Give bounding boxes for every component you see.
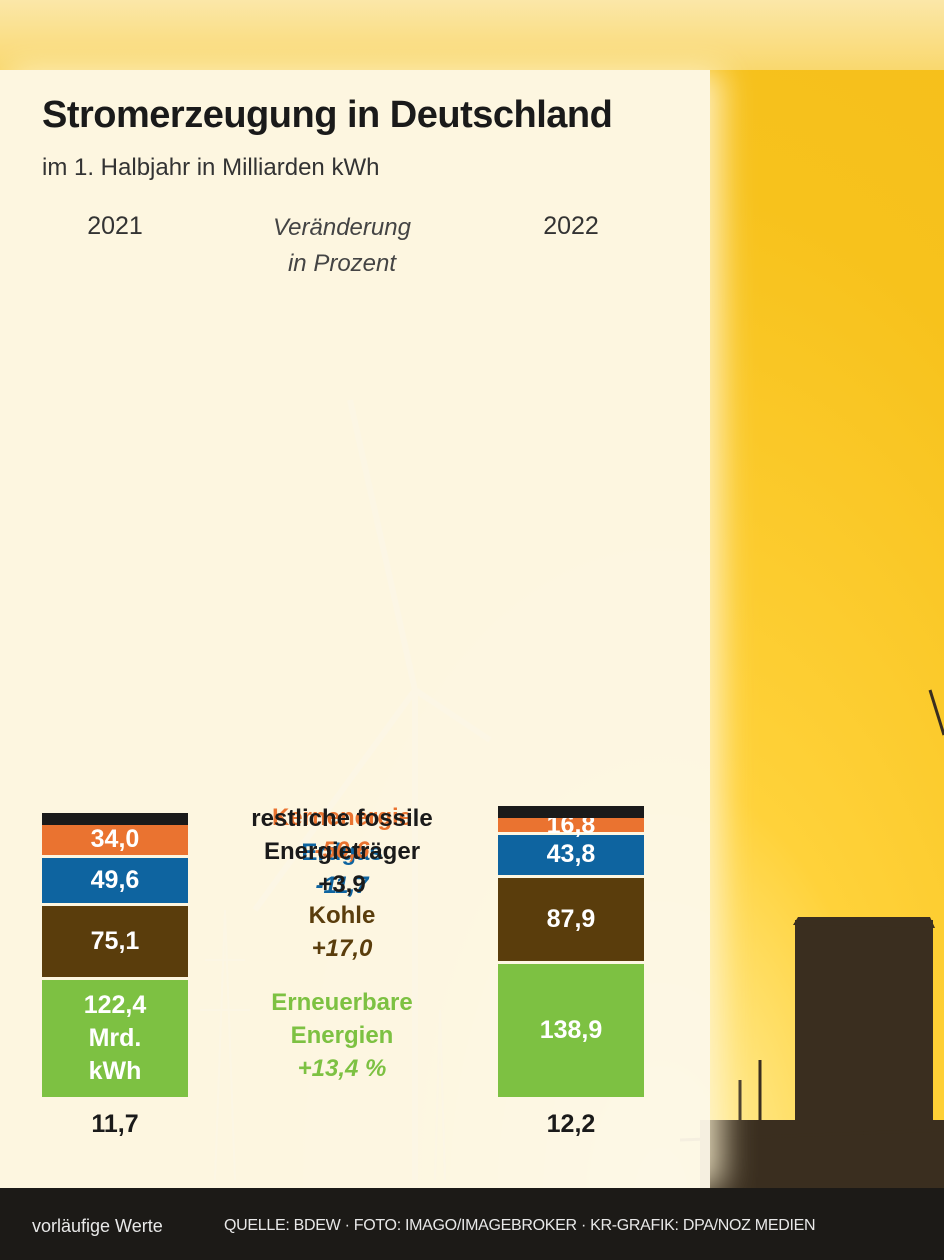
bar-segment-erneuerbare-2021: 122,4 Mrd. kWh <box>42 980 188 1097</box>
bar-segment-erneuerbare-2022: 138,9 <box>498 963 644 1097</box>
bar-segment-fossile-2022 <box>498 806 644 819</box>
bar-value-label-fossile-2022: 12,2 <box>546 1110 596 1138</box>
bar-value-label: 75,1 <box>90 927 140 956</box>
bar-value-label-fossile-2021: 11,7 <box>91 1110 139 1138</box>
footer-note: vorläufige Werte <box>32 1216 163 1236</box>
category-name: Erdgas <box>301 839 383 866</box>
category-label-erneuerbare: Erneuerbare Energien +13,4 % <box>182 986 502 1085</box>
category-change: -50,6 <box>314 837 370 864</box>
change-header-line-2: in Prozent <box>287 250 397 277</box>
category-name: Kohle <box>308 902 376 929</box>
bar-value-label: 49,6 <box>90 866 140 895</box>
category-label-kernenergie: Kernenergie -50,6 <box>182 801 502 867</box>
category-label-erdgas: Erdgas -11,7 <box>182 836 502 902</box>
category-name: Energien <box>290 1022 394 1049</box>
bar-segment-kernenergie-2022: 16,8 <box>498 811 644 839</box>
bar-value-label: 87,9 <box>546 904 596 933</box>
bar-segment-kernenergie-2021: 34,0 <box>42 824 188 855</box>
change-header-line-1: Veränderung <box>273 214 411 241</box>
bar-value-label: 122,4 Mrd. kWh <box>83 991 147 1086</box>
category-name: Erneuerbare <box>271 989 413 1016</box>
category-label-fossile: restliche fossile Energieträger +3,9 <box>182 802 502 901</box>
category-change: -11,7 <box>315 872 369 899</box>
bar-segment-erdgas-2022: 43,8 <box>498 834 644 875</box>
chart-title: Stromerzeugung in Deutschland <box>42 94 613 136</box>
background-sky <box>0 0 944 70</box>
bar-value-label: 43,8 <box>546 840 596 869</box>
footer-source: QUELLE: BDEW · FOTO: IMAGO/IMAGEBROKER ·… <box>224 1217 816 1234</box>
footer-bar <box>0 1188 944 1260</box>
bar-segment-fossile-2021 <box>42 813 188 825</box>
category-change: +3,9 <box>318 871 366 898</box>
category-label-kohle: Kohle +17,0 <box>182 899 502 965</box>
category-change: +13,4 % <box>297 1055 387 1082</box>
bar-value-label: 138,9 <box>539 1015 603 1044</box>
bar-segment-erdgas-2021: 49,6 <box>42 857 188 904</box>
category-name: restliche fossile <box>251 805 433 832</box>
bar-value-label: 34,0 <box>90 825 140 854</box>
bar-segment-kohle-2022: 87,9 <box>498 877 644 961</box>
bar-segment-kohle-2021: 75,1 <box>42 906 188 978</box>
chart-subtitle: im 1. Halbjahr in Milliarden kWh <box>42 154 380 181</box>
change-header: Veränderung in Prozent <box>232 210 452 282</box>
category-name: Kernenergie <box>271 804 413 831</box>
category-change: +17,0 <box>311 935 373 962</box>
year-label-2021: 2021 <box>87 212 143 240</box>
category-name: Energieträger <box>263 838 421 865</box>
year-label-2022: 2022 <box>543 212 599 240</box>
